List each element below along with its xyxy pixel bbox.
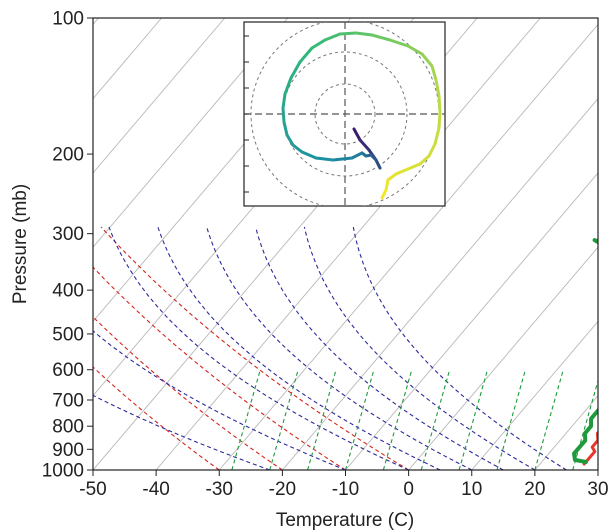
moist-adiabat-line xyxy=(206,226,473,470)
hodograph-segment xyxy=(406,162,422,171)
dry-adiabat-line xyxy=(100,226,409,470)
moist-adiabat-line xyxy=(352,226,567,470)
isotherm-line xyxy=(597,469,598,470)
mixing-ratio-line xyxy=(458,369,489,470)
hodograph-segment xyxy=(388,38,410,48)
y-tick-label: 100 xyxy=(52,9,84,30)
hodograph-segment xyxy=(434,78,441,98)
hodograph-segment xyxy=(331,156,354,162)
x-tick-label: 10 xyxy=(461,479,482,500)
hodograph-segment xyxy=(354,31,374,37)
hodograph-segment xyxy=(298,46,314,64)
hodograph-segment xyxy=(282,120,289,137)
x-tick-label: 20 xyxy=(524,479,545,500)
y-tick-label: 800 xyxy=(52,417,84,438)
hodograph-segment xyxy=(437,94,442,114)
hodograph-segment xyxy=(406,44,424,56)
hodograph-segment xyxy=(323,32,342,42)
hodograph-segment xyxy=(281,106,286,124)
hodograph-segment xyxy=(384,178,390,192)
hodograph-segment xyxy=(370,33,392,42)
mixing-ratio-line xyxy=(344,369,375,470)
isotherm-line xyxy=(218,23,598,470)
hodograph-segment xyxy=(433,126,441,146)
dry-adiabat-line xyxy=(93,266,346,470)
mixing-ratio-line xyxy=(382,369,413,470)
hodograph-segment xyxy=(291,143,304,154)
y-tick-label: 900 xyxy=(52,440,84,461)
hodograph-inset xyxy=(243,21,446,207)
mixing-ratio-line xyxy=(231,369,261,470)
y-tick-label: 300 xyxy=(52,224,84,245)
hodograph-segment xyxy=(352,127,362,142)
isotherm-line xyxy=(345,172,598,470)
x-tick-label: -50 xyxy=(79,479,106,500)
moist-adiabat-line xyxy=(93,330,346,470)
mixing-ratio-line xyxy=(420,369,451,470)
hodograph-segment xyxy=(283,76,293,96)
y-tick-label: 1000 xyxy=(42,461,84,482)
x-tick-label: -10 xyxy=(332,479,359,500)
hodograph-segment xyxy=(358,138,371,152)
mixing-ratio-line xyxy=(269,369,299,470)
hodograph-segment xyxy=(281,92,287,110)
isotherm-line xyxy=(93,18,162,100)
x-tick-label: -40 xyxy=(142,479,169,500)
hodograph-segment xyxy=(338,31,358,36)
hodograph-segment xyxy=(285,133,295,147)
hodograph-segment xyxy=(300,150,318,160)
y-axis-title: Pressure (mb) xyxy=(10,184,31,304)
hodograph-segment xyxy=(394,167,410,176)
y-tick-label: 400 xyxy=(52,281,84,302)
mixing-ratio-line xyxy=(534,369,564,470)
moist-adiabat-line xyxy=(108,226,409,470)
x-axis: -50 -40 -30 -20 -10 0 10 20 30 xyxy=(79,470,609,500)
mixing-ratio-line xyxy=(572,378,598,470)
isotherm-line xyxy=(408,246,598,470)
x-tick-label: 30 xyxy=(587,479,608,500)
hodograph-segment xyxy=(437,110,442,130)
isotherm-line xyxy=(155,18,541,470)
isotherm-line xyxy=(282,97,598,470)
mixing-ratio-line xyxy=(496,369,526,470)
hodograph-segment xyxy=(350,151,364,160)
hodograph-segment xyxy=(380,188,388,200)
moist-adiabat-line xyxy=(255,226,504,470)
mixing-ratio-line xyxy=(307,369,337,470)
x-tick-label: 0 xyxy=(403,479,414,500)
hodograph-line xyxy=(281,31,442,200)
y-tick-label: 700 xyxy=(52,390,84,411)
hodograph-segment xyxy=(418,154,431,166)
x-axis-title: Temperature (C) xyxy=(276,510,414,531)
hodograph-segment xyxy=(310,38,327,50)
y-tick-label: 600 xyxy=(52,360,84,381)
isotherm-line xyxy=(93,18,289,248)
isotherm-line xyxy=(471,320,598,470)
x-tick-label: -20 xyxy=(269,479,296,500)
y-tick-label: 500 xyxy=(52,324,84,345)
hodograph-segment xyxy=(314,156,335,162)
hodograph-segment xyxy=(427,142,437,158)
reference-lines xyxy=(93,18,598,470)
hodograph-segment xyxy=(289,60,302,80)
hodograph-segment xyxy=(430,64,438,82)
x-tick-label: -30 xyxy=(206,479,233,500)
hodograph-segment xyxy=(420,52,434,68)
y-tick-label: 200 xyxy=(52,145,84,166)
hodograph-segment xyxy=(386,172,398,182)
hodograph-ring xyxy=(314,83,376,145)
isotherm-line xyxy=(93,18,226,174)
dewpoint-line xyxy=(572,238,598,464)
